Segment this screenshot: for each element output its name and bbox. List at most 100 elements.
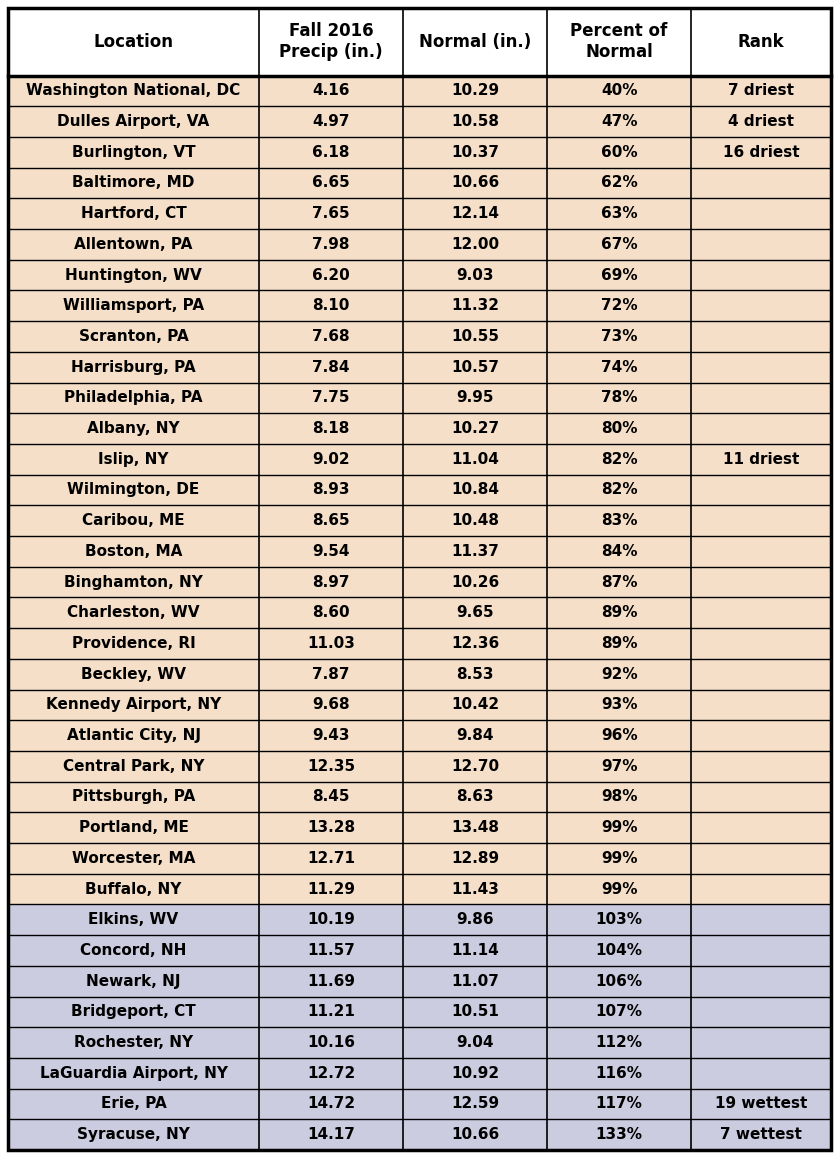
Text: 10.58: 10.58 <box>451 115 499 129</box>
Text: Islip, NY: Islip, NY <box>98 452 169 467</box>
Text: 83%: 83% <box>601 513 638 528</box>
Text: 12.89: 12.89 <box>451 851 499 866</box>
Text: 11.21: 11.21 <box>307 1004 355 1019</box>
Text: 8.97: 8.97 <box>312 574 350 589</box>
Bar <box>8 812 831 843</box>
Bar <box>8 413 831 444</box>
Text: 11.57: 11.57 <box>307 943 355 958</box>
Text: 13.48: 13.48 <box>451 820 499 835</box>
Text: 8.60: 8.60 <box>312 606 350 621</box>
Text: 72%: 72% <box>601 299 638 314</box>
Text: 84%: 84% <box>601 544 638 559</box>
Text: Dulles Airport, VA: Dulles Airport, VA <box>57 115 210 129</box>
Text: 8.45: 8.45 <box>312 790 350 805</box>
Text: 87%: 87% <box>601 574 638 589</box>
Text: 10.92: 10.92 <box>451 1065 499 1080</box>
Text: Atlantic City, NJ: Atlantic City, NJ <box>66 728 201 743</box>
Text: 99%: 99% <box>601 820 638 835</box>
Text: 4 driest: 4 driest <box>728 115 794 129</box>
Bar <box>8 659 831 689</box>
Text: 10.51: 10.51 <box>451 1004 499 1019</box>
Bar <box>8 598 831 628</box>
Bar <box>8 936 831 966</box>
Text: Central Park, NY: Central Park, NY <box>63 758 204 774</box>
Text: Portland, ME: Portland, ME <box>79 820 189 835</box>
Text: Erie, PA: Erie, PA <box>101 1097 166 1112</box>
Text: Concord, NH: Concord, NH <box>81 943 187 958</box>
Text: Providence, RI: Providence, RI <box>71 636 195 651</box>
Text: 11.69: 11.69 <box>307 974 355 989</box>
Text: 40%: 40% <box>601 83 638 98</box>
Bar <box>8 628 831 659</box>
Text: Huntington, WV: Huntington, WV <box>65 267 202 283</box>
Text: 67%: 67% <box>601 237 638 252</box>
Bar <box>8 566 831 598</box>
Bar <box>8 444 831 475</box>
Text: 10.27: 10.27 <box>451 422 499 437</box>
Text: 12.35: 12.35 <box>307 758 355 774</box>
Text: 82%: 82% <box>601 483 638 498</box>
Bar <box>8 536 831 566</box>
Text: 98%: 98% <box>601 790 638 805</box>
Text: Pittsburgh, PA: Pittsburgh, PA <box>72 790 195 805</box>
Text: 69%: 69% <box>601 267 638 283</box>
Text: Allentown, PA: Allentown, PA <box>75 237 193 252</box>
Bar <box>8 8 831 75</box>
Text: Hartford, CT: Hartford, CT <box>81 206 186 221</box>
Text: 97%: 97% <box>601 758 638 774</box>
Text: 10.37: 10.37 <box>451 145 499 160</box>
Text: 11.37: 11.37 <box>451 544 499 559</box>
Bar <box>8 750 831 782</box>
Bar <box>8 966 831 997</box>
Text: 9.03: 9.03 <box>456 267 494 283</box>
Text: Worcester, MA: Worcester, MA <box>72 851 195 866</box>
Text: 60%: 60% <box>601 145 638 160</box>
Text: 11.43: 11.43 <box>451 881 499 896</box>
Text: 74%: 74% <box>601 360 638 375</box>
Bar <box>8 198 831 229</box>
Text: 11.29: 11.29 <box>307 881 355 896</box>
Text: 11 driest: 11 driest <box>723 452 800 467</box>
Text: 11.04: 11.04 <box>451 452 499 467</box>
Text: 12.70: 12.70 <box>451 758 499 774</box>
Text: 13.28: 13.28 <box>307 820 355 835</box>
Text: 6.65: 6.65 <box>312 176 350 190</box>
Text: Location: Location <box>93 32 174 51</box>
Text: Buffalo, NY: Buffalo, NY <box>86 881 182 896</box>
Text: 73%: 73% <box>601 329 638 344</box>
Text: Normal (in.): Normal (in.) <box>419 32 531 51</box>
Text: 11.32: 11.32 <box>451 299 499 314</box>
Text: 9.04: 9.04 <box>456 1035 494 1050</box>
Bar <box>8 75 831 107</box>
Text: 9.43: 9.43 <box>312 728 350 743</box>
Bar <box>8 689 831 720</box>
Text: Williamsport, PA: Williamsport, PA <box>63 299 204 314</box>
Text: 10.48: 10.48 <box>451 513 499 528</box>
Text: Albany, NY: Albany, NY <box>87 422 180 437</box>
Bar <box>8 997 831 1027</box>
Text: 10.19: 10.19 <box>307 913 355 928</box>
Text: 10.42: 10.42 <box>451 697 499 712</box>
Text: 9.54: 9.54 <box>312 544 350 559</box>
Text: 10.66: 10.66 <box>451 176 499 190</box>
Bar <box>8 782 831 812</box>
Text: Caribou, ME: Caribou, ME <box>82 513 185 528</box>
Text: 9.02: 9.02 <box>312 452 350 467</box>
Bar <box>8 229 831 259</box>
Text: 4.16: 4.16 <box>312 83 350 98</box>
Text: 7.87: 7.87 <box>312 667 350 682</box>
Text: 96%: 96% <box>601 728 638 743</box>
Text: 116%: 116% <box>596 1065 643 1080</box>
Bar <box>8 475 831 505</box>
Text: 93%: 93% <box>601 697 638 712</box>
Text: 104%: 104% <box>596 943 643 958</box>
Text: 103%: 103% <box>596 913 643 928</box>
Text: Percent of
Normal: Percent of Normal <box>571 22 668 61</box>
Text: Rochester, NY: Rochester, NY <box>74 1035 193 1050</box>
Text: 9.65: 9.65 <box>456 606 494 621</box>
Text: Syracuse, NY: Syracuse, NY <box>77 1127 190 1142</box>
Text: 10.66: 10.66 <box>451 1127 499 1142</box>
Text: 106%: 106% <box>596 974 643 989</box>
Text: 9.86: 9.86 <box>456 913 494 928</box>
Text: 10.84: 10.84 <box>451 483 499 498</box>
